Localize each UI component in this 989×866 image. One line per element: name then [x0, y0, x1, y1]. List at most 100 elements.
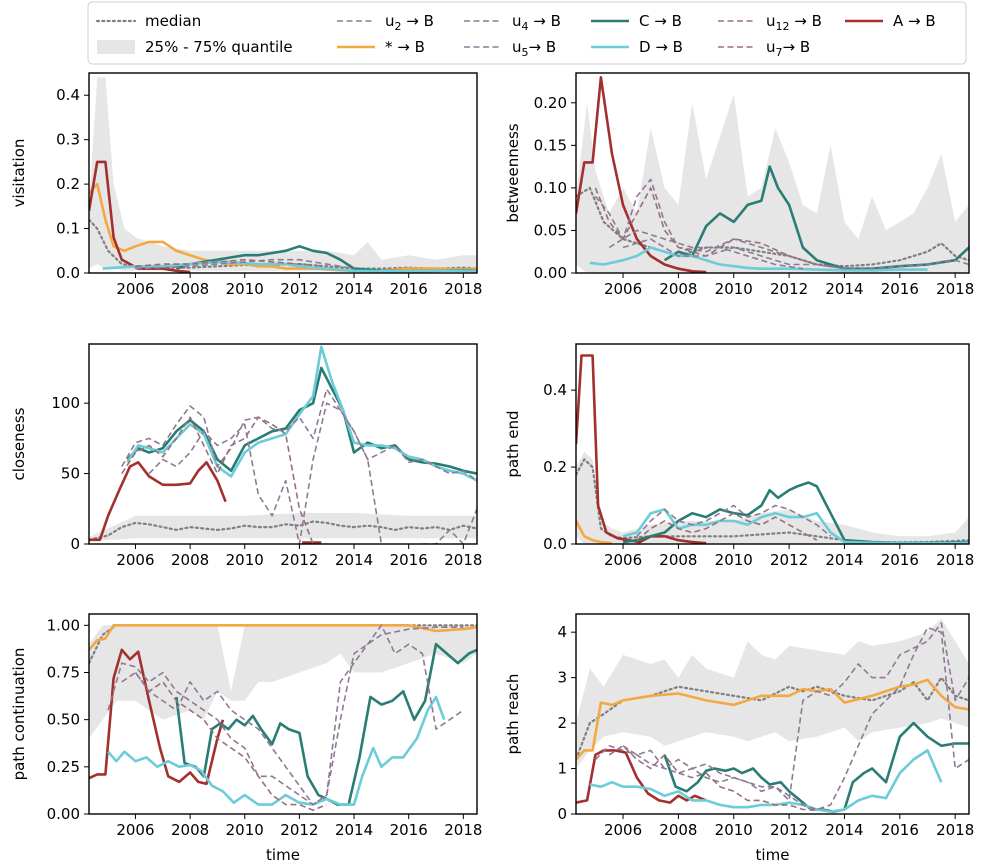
y-tick-label: 2 [557, 714, 567, 732]
series-line-u5 [422, 508, 477, 544]
x-tick-label: 2008 [659, 280, 697, 298]
series-line-A [576, 749, 707, 804]
y-tick-label: 0.00 [47, 805, 80, 823]
x-tick-label: 2012 [770, 551, 808, 569]
x-tick-label: 2010 [715, 551, 753, 569]
x-tick-label: 2014 [335, 551, 373, 569]
series-line-A [89, 461, 227, 542]
series-line-star [576, 678, 969, 761]
legend-item-u12: u12 → B [718, 12, 822, 33]
panel-path-reach: 2006 2008 2010 2012 2014 2016 2018 0 1 2 3 4 path re… [504, 613, 974, 864]
series-line-A [89, 648, 225, 786]
series-line-u12 [608, 745, 817, 811]
panel-betweenness: 2006 2008 2010 2012 2014 2016 2018 0.00 0.05 0.10… [504, 72, 974, 298]
x-tick-label: 2012 [280, 280, 318, 298]
x-tick-label: 2018 [444, 551, 482, 569]
x-tick-label: 2012 [770, 280, 808, 298]
y-tick-label: 0.4 [543, 381, 567, 399]
legend-label-u2: u2 → B [385, 12, 434, 33]
legend-label-star: * → B [385, 38, 425, 56]
y-tick-label: 50 [61, 465, 80, 483]
legend-label-iqr: 25% - 75% quantile [145, 38, 293, 56]
legend-label-D: D → B [639, 38, 683, 56]
y-tick-label: 100 [51, 394, 80, 412]
y-axis-label: path reach [504, 674, 522, 755]
quantile-band [89, 77, 477, 271]
legend-label-rest: → B [402, 12, 434, 30]
series-line-u5 [608, 229, 804, 270]
series-line-u2 [148, 402, 383, 544]
legend-label-main: u [512, 12, 522, 30]
series-line-u2 [622, 622, 969, 802]
legend-swatch-iqr [97, 40, 135, 54]
y-tick-label: 0 [557, 805, 567, 823]
y-tick-label: 0.50 [47, 711, 80, 729]
series-line-D [589, 246, 928, 272]
axes-frame [575, 72, 970, 274]
legend-label-rest: → B [783, 38, 811, 56]
x-tick-label: 2010 [226, 821, 264, 839]
x-tick-label: 2008 [171, 821, 209, 839]
x-axis-label: time [756, 846, 790, 864]
y-axis-label: betweenness [504, 123, 522, 222]
legend-label-u12: u12 → B [766, 12, 822, 33]
y-axis-label: path continuation [10, 648, 28, 781]
y-axis-label: closeness [10, 407, 28, 480]
series-line-u4 [594, 178, 818, 266]
x-tick-label: 2010 [715, 280, 753, 298]
y-tick-label: 0.75 [47, 663, 80, 681]
series-line-u4 [636, 504, 832, 537]
x-tick-label: 2016 [390, 821, 428, 839]
x-tick-label: 2016 [881, 821, 919, 839]
y-tick-label: 0.0 [543, 535, 567, 553]
series-line-u2 [134, 626, 464, 806]
x-tick-label: 2016 [390, 551, 428, 569]
legend-label-main: u [512, 38, 522, 56]
axes-frame [88, 72, 478, 274]
x-tick-label: 2006 [604, 821, 642, 839]
plot-area [89, 77, 477, 273]
legend-item-u7: u7→ B [718, 38, 810, 59]
axes-frame [575, 613, 970, 815]
x-tick-label: 2008 [659, 821, 697, 839]
x-tick-label: 2006 [604, 280, 642, 298]
series-line-u4 [107, 624, 464, 806]
series-line-star [576, 520, 613, 544]
x-tick-label: 2012 [280, 551, 318, 569]
y-tick-label: 0.15 [534, 136, 567, 154]
legend: median 25% - 75% quantile u2 → B * → B u4 → … [87, 1, 967, 65]
plot-area [89, 624, 477, 811]
x-tick-label: 2018 [444, 280, 482, 298]
legend-label-sub: 12 [776, 20, 790, 33]
series-line-u12 [594, 187, 845, 270]
x-tick-label: 2014 [825, 280, 863, 298]
x-tick-label: 2006 [116, 821, 154, 839]
legend-item-D: D → B [591, 38, 683, 56]
quantile-band [576, 451, 969, 544]
legend-item-C: C → B [591, 12, 682, 30]
y-tick-label: 0 [70, 535, 80, 553]
x-tick-label: 2006 [116, 551, 154, 569]
x-tick-label: 2012 [770, 821, 808, 839]
x-tick-label: 2010 [226, 280, 264, 298]
axes-frame [575, 343, 970, 545]
axes-frame [88, 343, 478, 545]
legend-item-u5: u5→ B [464, 38, 556, 59]
y-axis-label: path end [504, 410, 522, 477]
x-tick-label: 2014 [335, 280, 373, 298]
legend-item-iqr: 25% - 75% quantile [97, 38, 293, 56]
legend-label-sub: 4 [522, 20, 529, 33]
y-tick-label: 0.2 [543, 458, 567, 476]
x-tick-label: 2014 [335, 821, 373, 839]
y-tick-label: 0.1 [56, 220, 80, 238]
x-axis-label: time [266, 846, 300, 864]
plot-area [576, 76, 969, 273]
quantile-band [89, 513, 477, 542]
series-line-D [126, 345, 477, 482]
axes-frame [88, 613, 478, 815]
legend-label-A: A → B [893, 12, 936, 30]
legend-label-C: C → B [639, 12, 682, 30]
y-tick-label: 0.2 [56, 175, 80, 193]
legend-item-median: median [95, 12, 201, 30]
